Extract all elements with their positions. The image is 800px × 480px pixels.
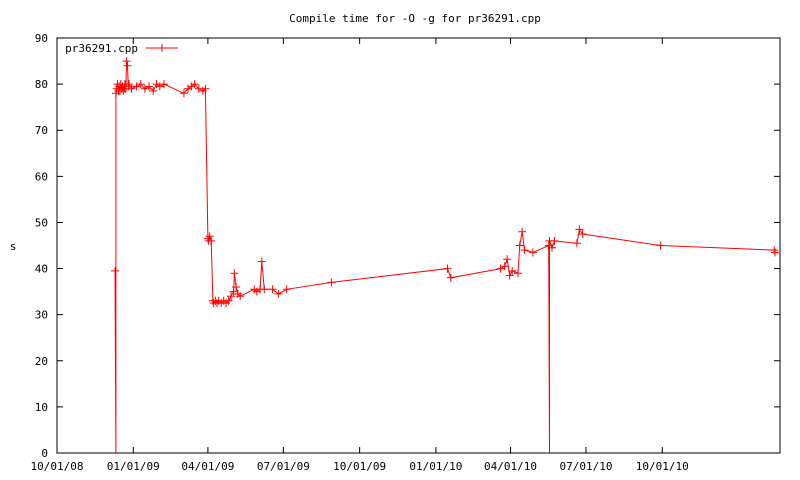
- data-point: [230, 269, 239, 278]
- data-point: [572, 239, 581, 248]
- y-tick-label: 20: [35, 355, 48, 368]
- data-point: [446, 273, 455, 282]
- data-point: [771, 248, 779, 257]
- data-point: [190, 80, 199, 89]
- data-point: [520, 246, 529, 255]
- data-point: [518, 227, 527, 236]
- data-point: [229, 287, 238, 296]
- data-point: [528, 248, 537, 257]
- data-point: [205, 232, 214, 241]
- data-point: [282, 285, 291, 294]
- data-point: [122, 57, 131, 66]
- legend-marker: [158, 44, 166, 52]
- data-point: [236, 292, 245, 301]
- data-point: [123, 61, 132, 70]
- x-tick-label: 10/01/10: [636, 460, 689, 473]
- data-point: [770, 246, 779, 255]
- x-tick-label: 01/01/09: [107, 460, 160, 473]
- x-tick-label: 10/01/09: [333, 460, 386, 473]
- data-point: [550, 236, 559, 245]
- data-point: [327, 278, 336, 287]
- data-point: [503, 255, 512, 264]
- data-point: [127, 84, 136, 93]
- data-point: [136, 80, 145, 89]
- data-point: [575, 225, 584, 234]
- plot-frame: [56, 37, 781, 454]
- y-axis: 0 10 20 30 40 50 60 70 80 90: [35, 32, 780, 460]
- x-axis: 10/01/08 01/01/09 04/01/09 07/01/09 10/01/09…: [31, 38, 689, 473]
- data-point: [149, 87, 158, 95]
- data-point: [260, 285, 269, 294]
- data-point: [515, 241, 524, 250]
- data-point: [514, 269, 522, 278]
- x-tick-label: 10/01/08: [31, 460, 84, 473]
- data-point: [224, 296, 233, 305]
- x-tick-label: 01/01/10: [409, 460, 462, 473]
- data-point: [160, 80, 168, 89]
- data-point: [232, 283, 241, 291]
- chart-title: Compile time for -O -g for pr36291.cpp: [289, 12, 541, 25]
- y-tick-label: 60: [35, 170, 48, 183]
- data-point: [227, 292, 236, 301]
- data-point: [578, 230, 587, 238]
- data-point: [257, 257, 266, 266]
- data-point: [443, 264, 452, 273]
- data-point: [132, 82, 141, 91]
- data-point: [140, 84, 149, 93]
- data-point: [179, 89, 188, 98]
- y-tick-label: 80: [35, 78, 48, 91]
- y-tick-label: 30: [35, 309, 48, 322]
- legend-label: pr36291.cpp: [65, 42, 138, 55]
- data-point: [201, 84, 210, 93]
- data-point: [125, 80, 134, 89]
- y-tick-label: 10: [35, 401, 48, 414]
- data-point: [496, 264, 505, 273]
- data-point: [274, 289, 283, 298]
- y-tick-label: 70: [35, 124, 48, 137]
- data-point: [508, 266, 517, 275]
- x-tick-label: 04/01/10: [484, 460, 537, 473]
- legend: pr36291.cpp: [65, 42, 178, 55]
- data-point: [656, 241, 665, 250]
- data-point: [500, 262, 509, 271]
- data-point: [111, 266, 119, 275]
- data-point: [268, 285, 277, 294]
- data-series: [111, 57, 779, 454]
- y-tick-label: 50: [35, 216, 48, 229]
- x-tick-label: 07/01/09: [257, 460, 310, 473]
- x-tick-label: 07/01/10: [559, 460, 612, 473]
- x-tick-label: 04/01/09: [181, 460, 234, 473]
- data-point: [155, 82, 164, 91]
- data-point: [207, 236, 216, 245]
- data-point: [548, 243, 556, 252]
- y-axis-label: s: [10, 240, 17, 253]
- y-tick-label: 0: [41, 447, 48, 460]
- data-point: [505, 271, 514, 280]
- series-line: [114, 61, 776, 454]
- y-tick-label: 90: [35, 32, 48, 45]
- y-tick-label: 40: [35, 263, 48, 276]
- data-point: [145, 82, 153, 91]
